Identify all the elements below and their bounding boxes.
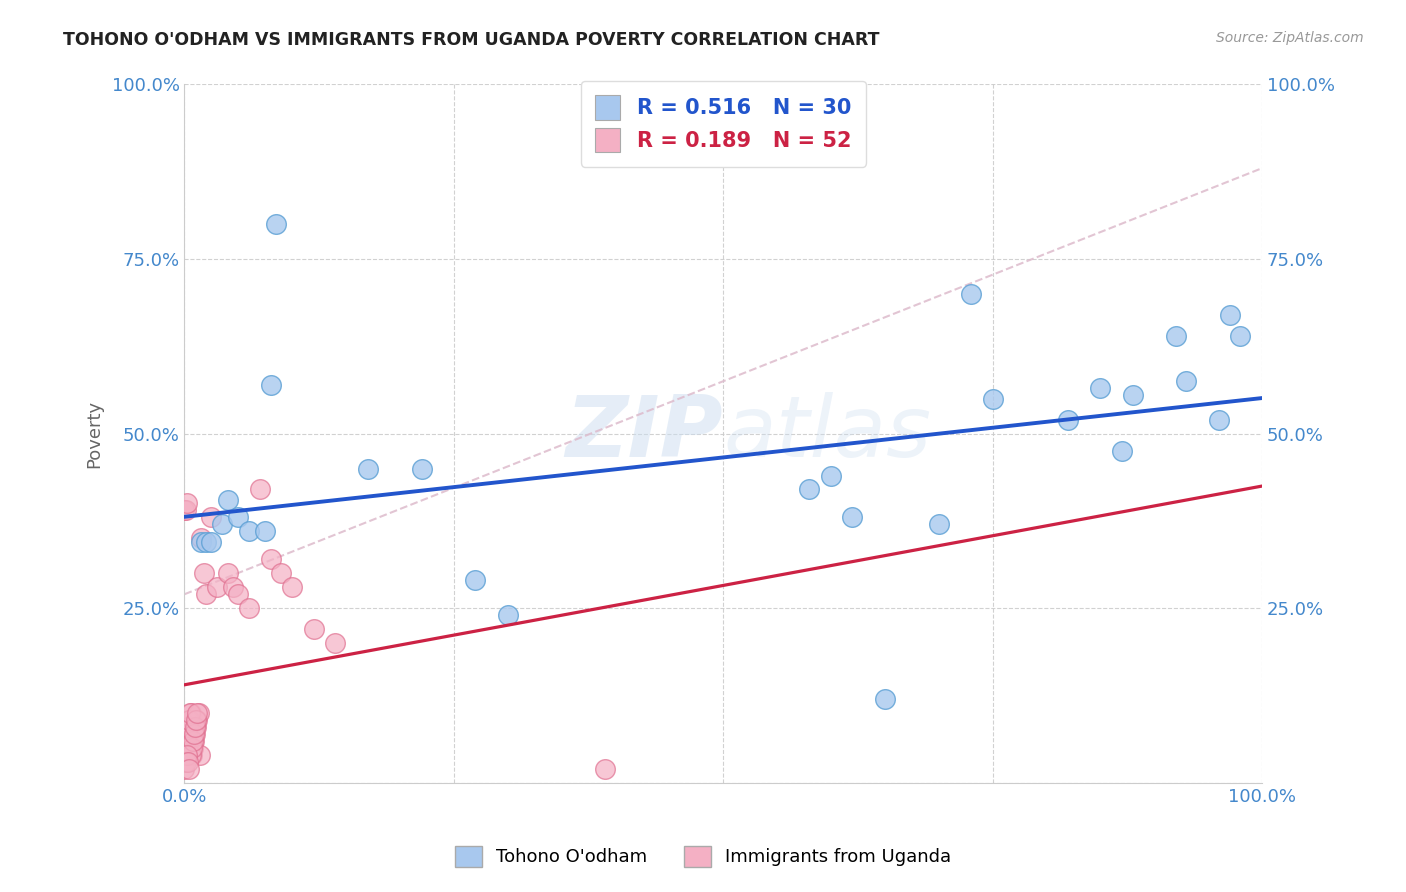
Point: [190, 532, 212, 546]
Point: [593, 762, 616, 776]
Point: [190, 534, 212, 549]
Text: TOHONO O'ODHAM VS IMMIGRANTS FROM UGANDA POVERTY CORRELATION CHART: TOHONO O'ODHAM VS IMMIGRANTS FROM UGANDA…: [63, 31, 880, 49]
Point: [222, 580, 245, 594]
Point: [179, 706, 201, 720]
Point: [960, 287, 983, 301]
Point: [981, 392, 1004, 406]
Point: [187, 706, 209, 720]
Text: Source: ZipAtlas.com: Source: ZipAtlas.com: [1216, 31, 1364, 45]
Point: [176, 727, 198, 741]
Y-axis label: Poverty: Poverty: [86, 400, 103, 467]
Point: [177, 720, 200, 734]
Point: [211, 517, 233, 532]
Text: atlas: atlas: [723, 392, 931, 475]
Point: [186, 713, 208, 727]
Point: [177, 755, 200, 769]
Point: [179, 713, 201, 727]
Point: [260, 552, 283, 566]
Point: [186, 713, 208, 727]
Point: [195, 587, 218, 601]
Point: [174, 734, 197, 748]
Point: [928, 517, 950, 532]
Point: [177, 762, 200, 776]
Point: [174, 740, 197, 755]
Point: [270, 566, 292, 581]
Point: [180, 706, 202, 720]
Point: [174, 755, 197, 769]
Point: [186, 706, 208, 720]
Point: [181, 734, 204, 748]
Point: [184, 720, 207, 734]
Point: [799, 483, 821, 497]
Point: [264, 217, 287, 231]
Point: [1208, 412, 1230, 426]
Point: [186, 720, 208, 734]
Point: [181, 740, 204, 755]
Point: [1164, 329, 1187, 343]
Text: ZIP: ZIP: [565, 392, 723, 475]
Legend: Tohono O'odham, Immigrants from Uganda: Tohono O'odham, Immigrants from Uganda: [447, 838, 959, 874]
Point: [464, 574, 486, 588]
Point: [1111, 444, 1133, 458]
Point: [1219, 308, 1241, 322]
Point: [205, 580, 228, 594]
Point: [260, 377, 283, 392]
Point: [176, 734, 198, 748]
Point: [188, 747, 211, 762]
Point: [873, 692, 896, 706]
Point: [195, 534, 218, 549]
Point: [184, 727, 207, 741]
Point: [181, 740, 204, 755]
Point: [173, 747, 195, 762]
Point: [193, 566, 215, 581]
Point: [1090, 381, 1112, 395]
Point: [183, 734, 205, 748]
Point: [228, 510, 250, 524]
Point: [325, 636, 347, 650]
Point: [177, 727, 200, 741]
Point: [1175, 374, 1198, 388]
Point: [820, 468, 842, 483]
Point: [1122, 388, 1144, 402]
Point: [249, 483, 271, 497]
Point: [1057, 412, 1080, 426]
Point: [411, 461, 433, 475]
Point: [238, 524, 260, 539]
Point: [841, 510, 863, 524]
Point: [181, 747, 204, 762]
Point: [238, 601, 260, 615]
Point: [217, 566, 239, 581]
Point: [281, 580, 304, 594]
Point: [173, 762, 195, 776]
Point: [1229, 329, 1251, 343]
Point: [228, 587, 250, 601]
Point: [173, 740, 195, 755]
Point: [183, 727, 205, 741]
Point: [174, 503, 197, 517]
Point: [217, 492, 239, 507]
Point: [496, 608, 519, 623]
Point: [173, 503, 195, 517]
Point: [176, 496, 198, 510]
Point: [177, 720, 200, 734]
Point: [176, 747, 198, 762]
Point: [200, 510, 222, 524]
Legend: R = 0.516   N = 30, R = 0.189   N = 52: R = 0.516 N = 30, R = 0.189 N = 52: [581, 81, 866, 167]
Point: [356, 461, 378, 475]
Point: [177, 713, 200, 727]
Point: [180, 747, 202, 762]
Point: [302, 622, 325, 636]
Point: [200, 534, 222, 549]
Point: [254, 524, 277, 539]
